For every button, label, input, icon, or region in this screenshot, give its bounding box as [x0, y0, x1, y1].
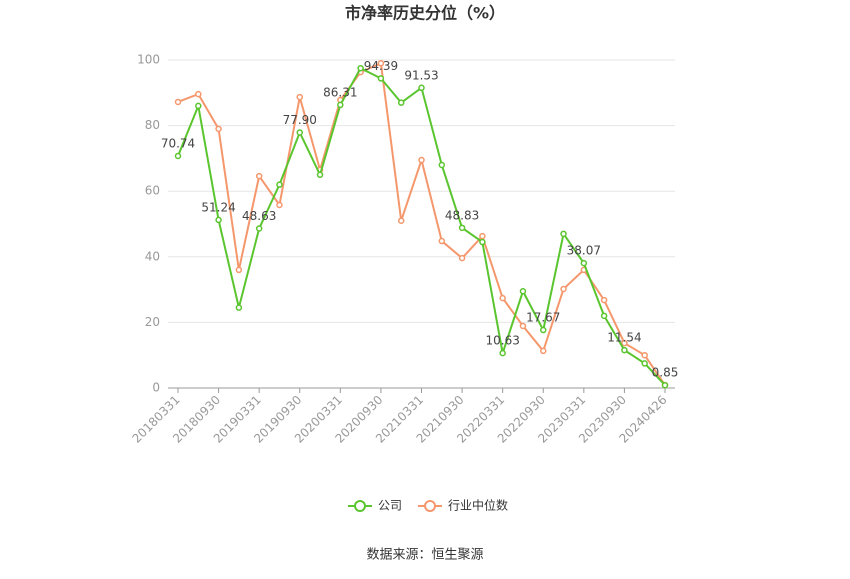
data-label: 48.83: [445, 208, 479, 222]
point: [235, 304, 243, 311]
point: [418, 156, 425, 164]
y-tick-label: 0: [152, 381, 160, 395]
point: [397, 217, 405, 224]
legend-label: 公司: [378, 499, 402, 513]
point: [215, 125, 222, 133]
point: [519, 287, 527, 295]
point: [174, 98, 182, 106]
point: [479, 232, 486, 240]
data-label: 70.74: [161, 136, 195, 150]
data-label: 17.67: [526, 311, 560, 325]
series-line: [177, 66, 666, 386]
chart-title: 市净率历史分位（%）: [345, 4, 505, 23]
point: [195, 102, 202, 110]
point: [499, 349, 506, 357]
point: [479, 238, 486, 246]
data-label: 86.31: [323, 85, 357, 99]
point: [195, 90, 202, 98]
point: [357, 64, 364, 72]
data-label: 0.85: [652, 366, 679, 380]
point: [438, 161, 446, 169]
data-label: 10.63: [485, 334, 519, 348]
point: [499, 294, 506, 302]
point: [276, 181, 283, 188]
point: [255, 225, 263, 232]
y-tick-label: 80: [145, 118, 160, 132]
point: [235, 266, 243, 274]
data-label: 48.63: [242, 209, 276, 223]
point: [600, 312, 608, 320]
data-label: 94.39: [364, 59, 398, 73]
point: [377, 75, 385, 82]
point: [661, 381, 669, 389]
point: [641, 351, 648, 359]
source: 数据来源：恒生聚源: [366, 548, 483, 563]
point: [560, 285, 567, 293]
point: [621, 339, 628, 347]
point: [600, 296, 608, 304]
point: [377, 60, 385, 67]
point: [276, 201, 283, 209]
point: [540, 347, 547, 355]
point: [316, 171, 324, 179]
point: [519, 322, 527, 330]
point: [458, 224, 466, 232]
series-line: [177, 61, 666, 386]
y-tick-label: 40: [145, 249, 160, 263]
point: [296, 93, 303, 101]
legend-label: 行业中位数: [448, 498, 508, 513]
y-tick-label: 60: [145, 184, 160, 198]
point: [438, 237, 446, 245]
data-label: 91.53: [404, 68, 438, 82]
data-label: 77.90: [283, 113, 317, 127]
point: [458, 254, 466, 262]
point: [418, 84, 425, 92]
point: [174, 152, 182, 160]
y-tick-label: 100: [137, 53, 160, 67]
point: [215, 216, 222, 224]
y-tick-label: 20: [145, 315, 160, 329]
data-label: 11.54: [607, 331, 641, 345]
point: [296, 129, 303, 136]
point: [621, 346, 628, 354]
point: [560, 230, 567, 238]
point: [641, 360, 648, 367]
legend-marker: [354, 500, 366, 512]
data-label: 51.24: [201, 200, 235, 214]
legend-marker: [424, 500, 437, 512]
data-label: 38.07: [567, 244, 601, 258]
point: [540, 326, 547, 334]
point: [337, 101, 344, 109]
point: [255, 172, 263, 180]
point: [580, 259, 588, 267]
point: [397, 99, 405, 106]
